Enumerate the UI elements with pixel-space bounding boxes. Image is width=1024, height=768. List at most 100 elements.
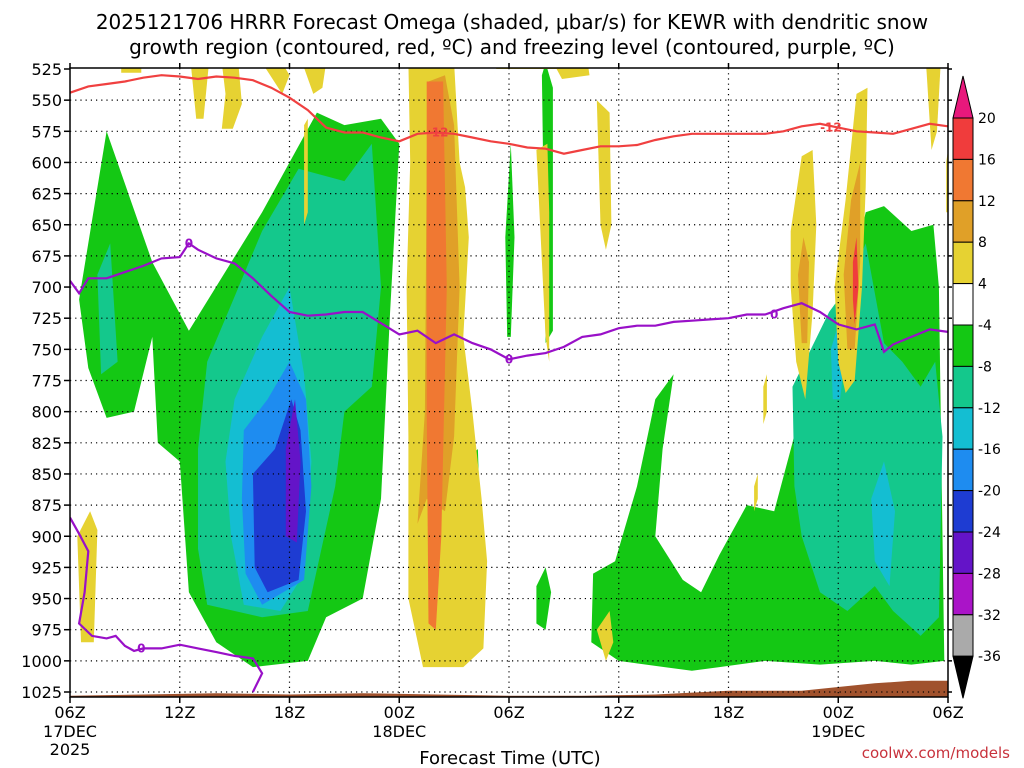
y-tick-label: 625: [31, 185, 62, 204]
y-tick-label: 550: [31, 91, 62, 110]
colorbar-label: -36: [978, 649, 1001, 665]
y-tick-label: 725: [31, 309, 62, 328]
colorbar-label: -24: [978, 525, 1001, 541]
surface-terrain: [70, 680, 948, 697]
credit-text: coolwx.com/models: [862, 744, 1010, 762]
colorbar-swatch: [952, 283, 974, 326]
colorbar-swatch: [952, 200, 974, 243]
title-line-2: growth region (contoured, red, ºC) and f…: [129, 35, 895, 59]
y-tick-label: 1000: [21, 652, 62, 671]
yellow-region-19: [596, 611, 614, 661]
yellow-region-12: [763, 374, 767, 425]
y-tick-label: 675: [31, 247, 62, 266]
colorbar-label: -32: [978, 608, 1001, 624]
y-tick-label: 575: [31, 122, 62, 141]
x-tick-label: 18Z: [274, 703, 305, 722]
colorbar-swatch: [952, 614, 974, 657]
colorbar-label: 4: [978, 277, 987, 293]
dgz-minus12-line: [70, 74, 948, 155]
green-region-3: [505, 143, 515, 337]
teal-region-3: [792, 243, 943, 636]
title-line-1: 2025121706 HRRR Forecast Omega (shaded, …: [96, 10, 928, 34]
colorbar: 20 16 12 8 4 -4 -8 -12 -16 -20 -24 -28 -32 -36: [952, 75, 1001, 699]
y-tick-label: 525: [31, 60, 62, 79]
contour-label: -12: [427, 126, 449, 140]
contour-lines: -12 -12 0 0 0 0: [70, 74, 948, 693]
x-tick-year: 2025: [50, 740, 91, 759]
colorbar-swatch: [952, 448, 974, 492]
colorbar-swatch: [952, 158, 974, 202]
contour-label: 0: [505, 352, 513, 366]
contour-label: -12: [820, 121, 842, 135]
yellow-region-3: [221, 68, 242, 129]
orange-region-1: [426, 81, 447, 630]
cyan-region-2: [871, 461, 895, 587]
y-tick-label: 975: [31, 621, 62, 640]
colorbar-label: -12: [978, 401, 1001, 417]
yellow-region-1: [121, 68, 142, 73]
gold-region-1: [798, 237, 809, 344]
y-tick-label: 850: [31, 465, 62, 484]
y-tick-label: 700: [31, 278, 62, 297]
purple-region-1: [285, 399, 301, 543]
omega-shading: [77, 68, 948, 671]
x-tick-label: 18Z: [713, 703, 744, 722]
axes: 525 550 575 600 625 650 675 700 725 750 775 800 825 8…: [21, 60, 963, 759]
yellow-region-13: [754, 473, 758, 512]
colorbar-swatch: [952, 241, 974, 285]
x-tick-label: 12Z: [603, 703, 634, 722]
colorbar-swatch: [952, 531, 974, 574]
colorbar-bottom-arrow: [952, 655, 974, 699]
contour-label: 0: [770, 307, 778, 321]
colorbar-swatch: [952, 572, 974, 616]
colorbar-label: 8: [978, 235, 987, 251]
contour-label: 0: [185, 236, 193, 250]
y-tick-label: 750: [31, 340, 62, 359]
colorbar-top-arrow: [952, 75, 974, 119]
x-axis-label: Forecast Time (UTC): [419, 748, 600, 768]
x-tick-date: 17DEC: [43, 722, 97, 741]
colorbar-label: 12: [978, 194, 996, 210]
grid-lines: [70, 68, 948, 697]
colorbar-label: 16: [978, 152, 996, 168]
x-tick-label: 00Z: [823, 703, 854, 722]
y-tick-label: 800: [31, 403, 62, 422]
x-tick-label: 06Z: [54, 703, 85, 722]
colorbar-swatch: [952, 117, 974, 160]
y-tick-label: 600: [31, 153, 62, 172]
chart-title: 2025121706 HRRR Forecast Omega (shaded, …: [96, 10, 928, 59]
yellow-region-16: [926, 68, 941, 150]
yellow-region-9: [596, 100, 612, 250]
colorbar-swatch: [952, 324, 974, 367]
x-tick-label: 06Z: [493, 703, 524, 722]
y-tick-label: 875: [31, 496, 62, 515]
colorbar-label: -16: [978, 442, 1001, 458]
yellow-region-6: [304, 118, 308, 225]
colorbar-swatch: [952, 407, 974, 450]
y-tick-label: 825: [31, 434, 62, 453]
contour-label: 0: [137, 641, 145, 655]
y-tick-label: 950: [31, 590, 62, 609]
freezing-level-line: [70, 241, 948, 361]
colorbar-label: -4: [978, 318, 992, 334]
colorbar-swatch: [952, 490, 974, 533]
red-region-1: [852, 237, 859, 325]
freezing-level-low-line: [70, 517, 264, 693]
x-tick-label: 00Z: [384, 703, 415, 722]
yellow-region-11: [556, 68, 590, 79]
y-tick-label: 925: [31, 558, 62, 577]
y-tick-label: 1025: [21, 683, 62, 702]
surface-terrain-fill: [70, 680, 948, 697]
colorbar-swatch: [952, 365, 974, 409]
x-tick-date: 18DEC: [372, 722, 426, 741]
yellow-region-5: [304, 68, 326, 94]
yellow-region-8: [536, 143, 550, 362]
x-tick-date: 19DEC: [811, 722, 865, 741]
y-tick-label: 650: [31, 216, 62, 235]
x-tick-label: 06Z: [932, 703, 963, 722]
colorbar-label: -8: [978, 359, 992, 375]
y-tick-label: 900: [31, 527, 62, 546]
x-tick-label: 12Z: [164, 703, 195, 722]
colorbar-label: -28: [978, 566, 1001, 582]
